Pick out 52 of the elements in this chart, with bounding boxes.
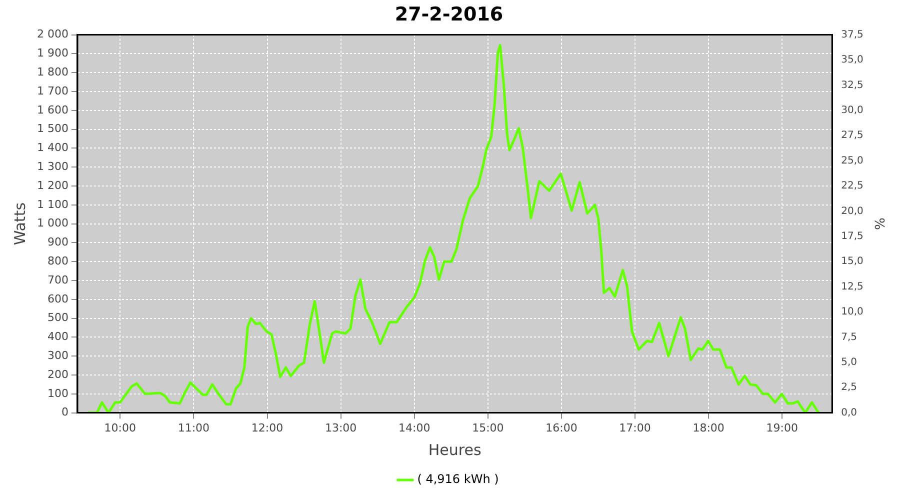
x-tick-label: 18:00 <box>692 421 724 434</box>
y-tick-label: 1 100 <box>36 198 68 211</box>
x-tick-label: 11:00 <box>178 421 210 434</box>
y2-tick-label: 7,5 <box>841 332 858 343</box>
x-tick-label: 12:00 <box>251 421 284 434</box>
y2-tick-label: 30,0 <box>841 104 864 116</box>
y-tick-label: 600 <box>47 292 68 306</box>
y2-tick-label: 12,5 <box>841 281 864 292</box>
y2-tick-label: 17,5 <box>841 230 864 242</box>
y-tick-label: 900 <box>47 236 68 249</box>
x-tick-label: 10:00 <box>104 421 136 434</box>
y2-tick-label: 32,5 <box>841 80 864 91</box>
y2-tick-label: 20,0 <box>841 206 864 217</box>
y2-tick-label: 35,0 <box>841 54 864 66</box>
y-tick-label: 500 <box>47 311 68 324</box>
y2-tick-label: 15,0 <box>841 256 864 268</box>
y-tick-label: 100 <box>47 386 68 400</box>
x-tick-label: 19:00 <box>766 421 798 434</box>
x-axis-title: Heures <box>428 440 482 459</box>
y2-tick-label: 37,5 <box>841 29 864 40</box>
y-tick-label: 1 000 <box>36 216 68 230</box>
y2-tick-label: 2,5 <box>841 382 858 394</box>
y-tick-label: 1 700 <box>36 84 68 98</box>
y2-tick-label: 5,0 <box>841 356 858 368</box>
y-tick-label: 1 900 <box>36 46 68 60</box>
y-tick-label: 800 <box>47 254 68 268</box>
y-axis-title: Watts <box>10 202 29 246</box>
y-tick-label: 1 600 <box>36 103 68 116</box>
x-tick-label: 14:00 <box>398 421 430 434</box>
legend-label: ( 4,916 kWh ) <box>417 472 499 486</box>
y2-tick-label: 27,5 <box>841 130 864 142</box>
y-tick-label: 1 500 <box>36 122 68 136</box>
chart-title: 27-2-2016 <box>394 3 504 26</box>
y-tick-label: 0 <box>61 406 68 419</box>
y2-tick-label: 10,0 <box>841 306 864 318</box>
y-tick-label: 700 <box>47 273 68 286</box>
y-tick-label: 1 300 <box>36 160 68 173</box>
y2-tick-label: 0,0 <box>841 407 858 418</box>
y-tick-label: 1 400 <box>36 141 68 154</box>
y2-tick-label: 25,0 <box>841 155 864 166</box>
x-tick-label: 13:00 <box>324 421 357 434</box>
y-tick-label: 1 800 <box>36 65 68 78</box>
y-tick-label: 200 <box>47 368 68 381</box>
y-tick-label: 400 <box>47 330 68 344</box>
y2-axis-title: % <box>870 218 886 230</box>
y-tick-label: 1 200 <box>36 178 68 192</box>
x-tick-label: 15:00 <box>472 421 504 434</box>
x-tick-label: 17:00 <box>619 421 651 434</box>
y-tick-label: 2 000 <box>36 28 68 41</box>
y2-tick-label: 22,5 <box>841 180 864 192</box>
y-tick-label: 300 <box>47 348 68 362</box>
x-tick-label: 16:00 <box>546 421 578 434</box>
